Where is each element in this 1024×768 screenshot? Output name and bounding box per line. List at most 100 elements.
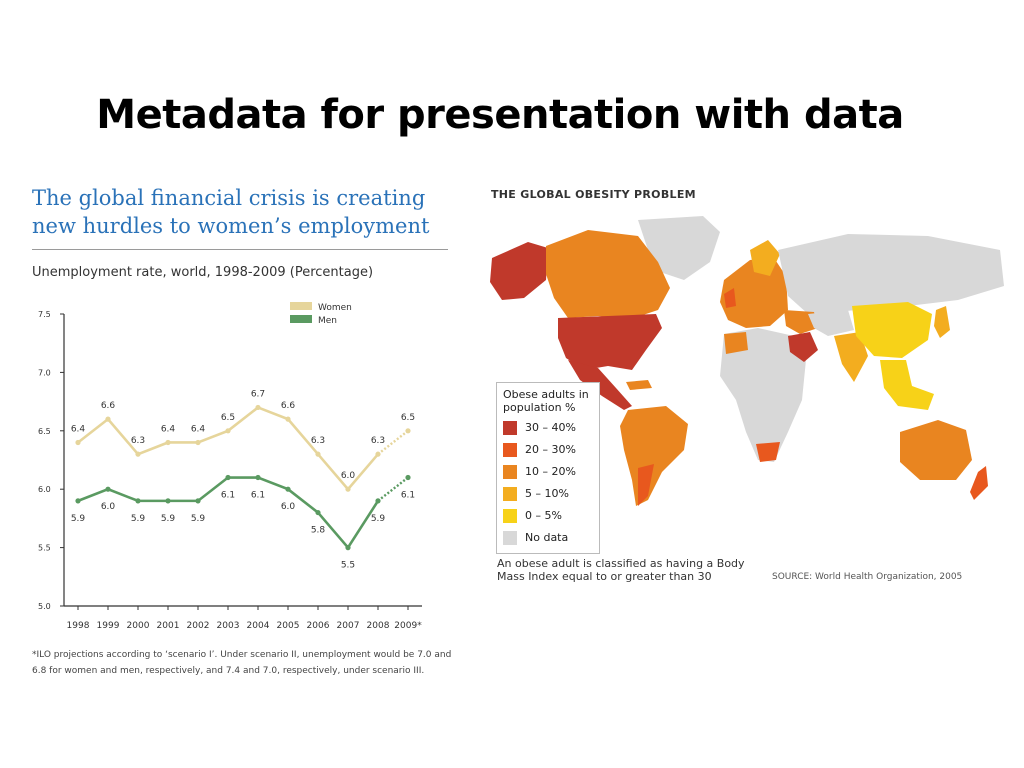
map-title: THE GLOBAL OBESITY PROBLEM (491, 188, 696, 201)
legend-swatch (503, 509, 517, 523)
y-tick-label: 5.5 (38, 544, 51, 553)
legend-item: No data (503, 530, 568, 546)
y-tick-label: 6.5 (38, 427, 51, 436)
x-tick-label: 2009* (394, 621, 422, 631)
x-tick-label: 2002 (187, 621, 210, 631)
data-point-men (375, 498, 381, 504)
y-tick-label: 7.5 (38, 310, 51, 319)
data-point-women (285, 416, 291, 422)
map-region-uk (724, 288, 736, 308)
x-tick-label: 2001 (157, 621, 180, 631)
data-point-men (405, 474, 411, 481)
x-tick-label: 2006 (307, 621, 330, 631)
data-label-women: 6.3 (311, 436, 325, 446)
legend-item: 30 – 40% (503, 420, 576, 436)
map-region-japan (934, 306, 950, 338)
map-region-central-asia (808, 310, 854, 336)
map-region-scandinavia (750, 240, 780, 276)
map-region-mexico (568, 360, 632, 410)
data-label-women: 6.4 (161, 424, 176, 434)
map-region-australia (900, 420, 972, 480)
legend-label: 20 – 30% (525, 443, 576, 456)
legend-swatch (503, 421, 517, 435)
map-region-caribbean (626, 380, 652, 390)
legend-label: No data (525, 531, 569, 544)
data-point-women (255, 404, 261, 411)
map-region-russia (778, 234, 1004, 314)
chart-heading: The global financial crisis is creating … (32, 186, 430, 238)
data-point-women (225, 428, 231, 434)
data-point-women (165, 439, 171, 446)
map-region-north-africa (724, 332, 748, 354)
x-tick-label: 2000 (127, 621, 150, 631)
legend-label: 30 – 40% (525, 421, 576, 434)
y-tick-label: 7.0 (38, 368, 51, 377)
data-label-women: 6.7 (251, 389, 265, 399)
data-label-men: 6.1 (401, 491, 415, 501)
legend-swatch (503, 465, 517, 479)
map-legend: Obese adults in population % 30 – 40% 20… (496, 382, 600, 554)
map-source: SOURCE: World Health Organization, 2005 (772, 572, 963, 582)
unemployment-line-chart: 7.5 7.0 6.5 6.0 5.5 5.0 1998 1999 2000 2001 2002 20… (38, 302, 422, 631)
legend-label-men: Men (318, 316, 337, 326)
map-region-saudi-arabia (788, 332, 818, 362)
obesity-map-panel: THE GLOBAL OBESITY PROBLEM (488, 182, 1008, 602)
data-point-men (135, 498, 141, 504)
map-region-southern-cone (638, 464, 654, 506)
map-region-india (834, 332, 868, 382)
series-line-men (77, 476, 380, 550)
data-label-women: 6.5 (401, 413, 415, 423)
map-region-southeast-asia (880, 360, 934, 410)
data-label-men: 6.0 (281, 502, 296, 512)
x-tick-label: 2003 (217, 621, 240, 631)
data-point-men (165, 498, 171, 504)
x-tick-label: 2005 (277, 621, 300, 631)
data-label-women: 6.0 (341, 471, 356, 481)
data-label-men: 5.9 (71, 514, 86, 524)
data-label-men: 5.9 (371, 514, 386, 524)
data-point-men (75, 498, 81, 504)
data-label-men: 5.9 (131, 514, 146, 524)
map-region-africa (720, 328, 806, 462)
data-point-women (105, 416, 111, 422)
legend-swatch (503, 531, 517, 545)
data-label-women: 6.4 (191, 424, 206, 434)
map-region-south-africa (756, 442, 780, 462)
data-label-men: 5.9 (191, 514, 206, 524)
data-point-men (285, 486, 291, 492)
legend-item: 20 – 30% (503, 442, 576, 458)
legend-label: 10 – 20% (525, 465, 576, 478)
legend-item: 10 – 20% (503, 464, 576, 480)
data-label-women: 6.4 (71, 424, 86, 434)
legend-swatch-women (290, 302, 312, 310)
data-point-men (315, 509, 321, 516)
y-tick-label: 6.0 (38, 485, 51, 494)
data-label-men: 6.1 (251, 491, 265, 501)
data-point-men (255, 474, 261, 481)
data-point-women (75, 439, 81, 446)
map-region-alaska (490, 242, 548, 300)
data-point-men (345, 545, 351, 551)
legend-item: 5 – 10% (503, 486, 569, 502)
data-point-women (135, 451, 141, 457)
legend-item: 0 – 5% (503, 508, 562, 524)
legend-swatch (503, 487, 517, 501)
legend-label-women: Women (318, 303, 352, 313)
data-point-women (345, 486, 351, 492)
x-tick-label: 1998 (67, 621, 90, 631)
slide-title: Metadata for presentation with data (96, 92, 904, 138)
x-tick-label: 2004 (247, 621, 270, 631)
data-point-men (195, 498, 201, 504)
legend-label: 0 – 5% (525, 509, 562, 522)
world-obesity-map (490, 216, 1004, 506)
legend-label: 5 – 10% (525, 487, 569, 500)
map-region-europe (720, 258, 788, 328)
map-note: An obese adult is classified as having a… (497, 557, 745, 583)
map-region-south-america (620, 406, 688, 506)
x-tick-label: 2008 (367, 621, 390, 631)
chart-subtitle: Unemployment rate, world, 1998-2009 (Per… (32, 265, 374, 280)
data-point-women (405, 428, 411, 434)
data-label-women: 6.3 (371, 436, 385, 446)
data-point-women (195, 439, 201, 446)
data-label-men: 5.9 (161, 514, 176, 524)
